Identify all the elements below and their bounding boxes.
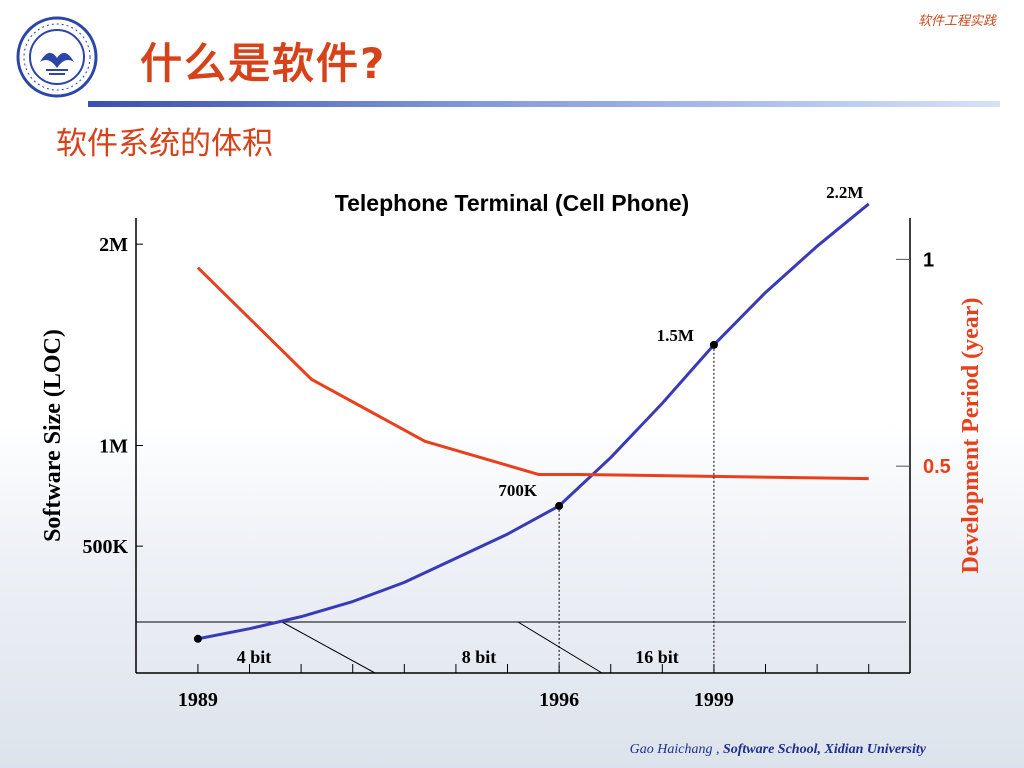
footer-org: Software School, Xidian University xyxy=(722,742,926,757)
series-development-period-line xyxy=(196,266,869,481)
left-tick-label: 500K xyxy=(82,536,128,558)
footer-author: Gao Haichang , xyxy=(629,742,720,757)
slide-subtitle: 软件系统的体积 xyxy=(56,126,273,162)
footer: Gao Haichang , Software School, Xidian U… xyxy=(630,742,926,758)
right-tick-label: 1 xyxy=(923,249,934,271)
x-tick-label: 1996 xyxy=(539,689,579,711)
data-point xyxy=(193,634,202,643)
cpu-divider xyxy=(517,621,603,674)
x-tick-label: 1999 xyxy=(694,689,734,711)
right-tick-label: 0.5 xyxy=(923,456,951,478)
left-tick-label: 1M xyxy=(99,436,128,458)
data-label: 2.2M xyxy=(826,183,863,202)
cpu-segment-label: 16 bit xyxy=(635,647,679,667)
cpu-segment-label: 4 bit xyxy=(237,647,272,667)
left-tick-label: 2M xyxy=(99,234,128,256)
university-seal-icon xyxy=(16,16,98,98)
data-label: 1.5M xyxy=(657,326,694,345)
data-label: 700K xyxy=(498,481,538,500)
chart-title: Telephone Terminal (Cell Phone) xyxy=(334,190,690,216)
cpu-segment-label: 8 bit xyxy=(462,647,497,667)
slide-title: 什么是软件? xyxy=(140,39,387,88)
y-axis-title-left: Software Size (LOC) xyxy=(40,329,66,542)
course-name: 软件工程实践 xyxy=(917,14,996,29)
title-divider xyxy=(88,101,1000,107)
x-tick-label: 1989 xyxy=(178,689,218,711)
y-axis-title-right: Development Period (year) xyxy=(958,298,984,574)
series-software-size-line xyxy=(197,202,870,641)
cpu-divider xyxy=(281,621,376,674)
